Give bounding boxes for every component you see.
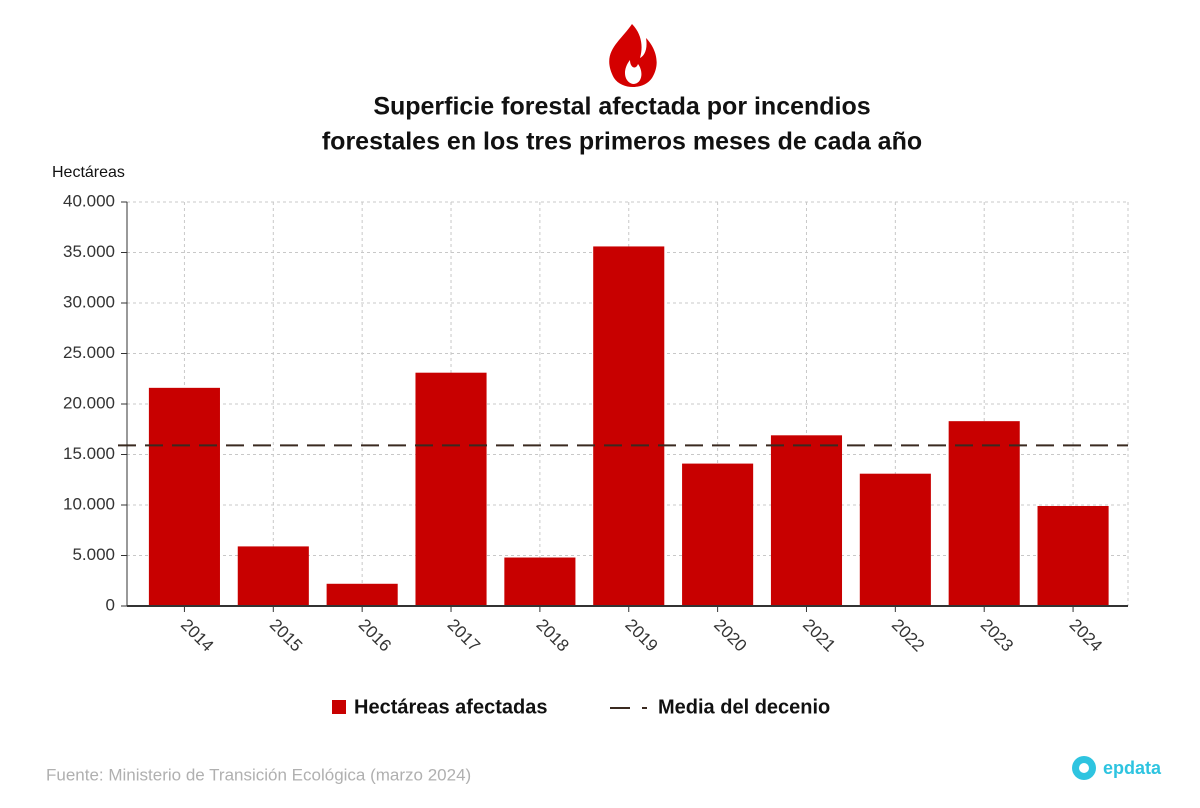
brand-logo <box>1079 763 1089 773</box>
brand-name: epdata <box>1103 758 1162 778</box>
plot-area: 0 5.000 10.000 15.000 20.000 25.000 30.000 35.0… <box>63 191 1129 655</box>
y-tick-label: 30.000 <box>63 292 115 311</box>
bar <box>859 473 931 606</box>
bar <box>415 372 487 606</box>
y-axis-label: Hectáreas <box>52 164 125 181</box>
y-tick-label: 10.000 <box>63 494 115 513</box>
legend-label: Media del decenio <box>658 696 830 718</box>
y-tick-label: 20.000 <box>63 393 115 412</box>
x-tick-label: 2016 <box>355 615 395 655</box>
legend-label: Hectáreas afectadas <box>354 696 547 718</box>
y-tick-label: 35.000 <box>63 242 115 261</box>
x-tick-label: 2020 <box>710 615 750 655</box>
bar <box>948 421 1020 606</box>
x-tick-label: 2017 <box>444 615 484 655</box>
bar <box>326 583 398 606</box>
bar <box>770 435 843 606</box>
bar <box>237 546 309 606</box>
y-tick-label: 5.000 <box>72 545 115 564</box>
bar <box>148 387 220 606</box>
bar <box>682 463 754 606</box>
y-tick-label: 15.000 <box>63 444 115 463</box>
x-tick-label: 2018 <box>533 615 573 655</box>
flame-icon <box>609 24 657 87</box>
bar <box>504 557 576 606</box>
bar <box>593 246 665 606</box>
x-tick-label: 2024 <box>1066 615 1106 655</box>
chart-title: Superficie forestal afectada por incendi… <box>373 93 870 121</box>
x-tick-label: 2014 <box>177 615 217 655</box>
x-tick-label: 2021 <box>799 615 839 655</box>
y-tick-label: 0 <box>106 595 115 614</box>
chart-title: forestales en los tres primeros meses de… <box>322 128 922 156</box>
x-tick-label: 2023 <box>977 615 1017 655</box>
x-tick-label: 2022 <box>888 615 928 655</box>
source-note: Fuente: Ministerio de Transición Ecológi… <box>46 765 471 784</box>
x-tick-label: 2015 <box>266 615 306 655</box>
x-tick-label: 2019 <box>621 615 661 655</box>
y-tick-label: 40.000 <box>63 191 115 210</box>
y-tick-label: 25.000 <box>63 343 115 362</box>
legend-swatch <box>332 700 346 714</box>
bar <box>1037 506 1109 606</box>
